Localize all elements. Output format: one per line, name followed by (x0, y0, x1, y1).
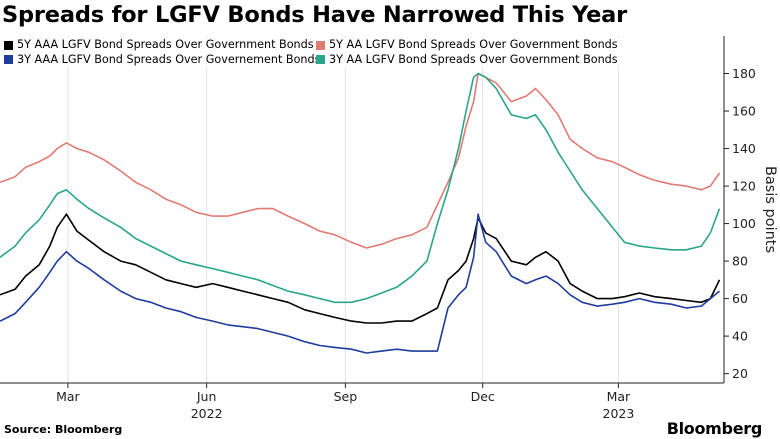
y-tick-label: 80 (732, 254, 748, 269)
legend-item-3y-aaa: 3Y AAA LGFV Bond Spreads Over Governemen… (4, 53, 320, 68)
x-tick-label: Dec (471, 389, 495, 404)
y-tick-label: 180 (732, 66, 756, 81)
legend-label: 5Y AA LGFV Bond Spreads Over Government … (329, 38, 618, 51)
legend-label: 3Y AA LGFV Bond Spreads Over Government … (329, 52, 618, 66)
y-tick-label: 140 (732, 141, 756, 156)
legend-item-5y-aa: 5Y AA LGFV Bond Spreads Over Government … (316, 38, 628, 53)
legend-swatch (4, 55, 13, 65)
legend-swatch (4, 40, 13, 50)
grid-lines (67, 36, 619, 383)
bloomberg-logo: Bloomberg (666, 419, 763, 438)
page-title: Spreads for LGFV Bonds Have Narrowed Thi… (2, 2, 628, 28)
y-tick-label: 60 (732, 291, 748, 306)
legend-swatch (316, 40, 325, 50)
y-tick-label: 160 (732, 104, 756, 119)
legend: 5Y AAA LGFV Bond Spreads Over Government… (4, 38, 628, 67)
y-tick-label: 100 (732, 216, 756, 231)
source-note: Source: Bloomberg (4, 423, 123, 436)
x-tick-label: Mar (607, 389, 631, 404)
legend-item-5y-aaa: 5Y AAA LGFV Bond Spreads Over Government… (4, 38, 316, 53)
x-axis-ticks: Mar Jun Sep Dec Mar 2022 2023 (56, 383, 634, 421)
x-year-label: 2022 (191, 406, 223, 421)
legend-label: 5Y AAA LGFV Bond Spreads Over Government… (17, 38, 314, 51)
x-tick-label: Sep (334, 389, 358, 404)
y-tick-label: 20 (732, 366, 748, 381)
y-axis-label: Basis points (762, 166, 778, 253)
y-axis-ticks: 20 40 60 80 100 120 140 160 180 (724, 66, 756, 381)
legend-swatch (316, 55, 325, 65)
series-line-3 (0, 72, 721, 304)
legend-item-3y-aa: 3Y AA LGFV Bond Spreads Over Government … (316, 53, 628, 68)
series-line-2 (0, 72, 721, 249)
series-lines (0, 72, 721, 354)
series-line-1 (0, 213, 721, 354)
x-tick-label: Jun (196, 389, 217, 404)
y-tick-label: 120 (732, 179, 756, 194)
x-tick-label: Mar (56, 389, 80, 404)
y-tick-label: 40 (732, 329, 748, 344)
series-line-0 (0, 213, 721, 324)
x-year-label: 2023 (603, 406, 635, 421)
legend-label: 3Y AAA LGFV Bond Spreads Over Governemen… (17, 52, 321, 66)
